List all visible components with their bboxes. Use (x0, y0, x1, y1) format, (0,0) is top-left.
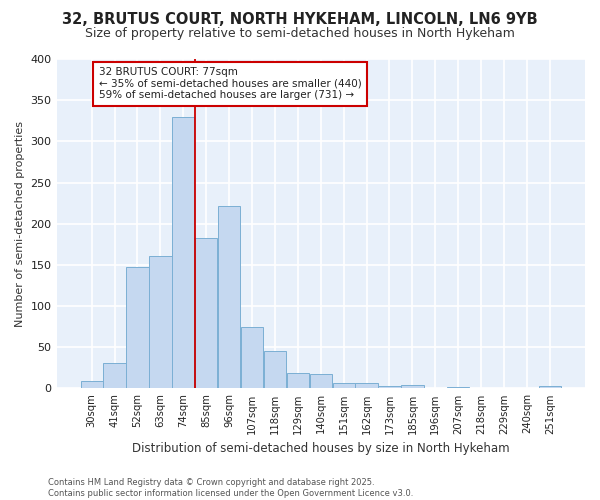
X-axis label: Distribution of semi-detached houses by size in North Hykeham: Distribution of semi-detached houses by … (132, 442, 509, 455)
Text: Contains HM Land Registry data © Crown copyright and database right 2025.
Contai: Contains HM Land Registry data © Crown c… (48, 478, 413, 498)
Bar (447, 387, 469, 388)
Y-axis label: Number of semi-detached properties: Number of semi-detached properties (15, 120, 25, 326)
Text: Size of property relative to semi-detached houses in North Hykeham: Size of property relative to semi-detach… (85, 28, 515, 40)
Text: 32, BRUTUS COURT, NORTH HYKEHAM, LINCOLN, LN6 9YB: 32, BRUTUS COURT, NORTH HYKEHAM, LINCOLN… (62, 12, 538, 28)
Text: 32 BRUTUS COURT: 77sqm
← 35% of semi-detached houses are smaller (440)
59% of se: 32 BRUTUS COURT: 77sqm ← 35% of semi-det… (98, 67, 361, 100)
Bar (218, 206, 240, 388)
Bar (241, 328, 263, 388)
Bar (172, 116, 194, 388)
Bar (401, 385, 424, 388)
Bar (80, 381, 103, 388)
Bar (103, 363, 125, 388)
Bar (379, 386, 401, 388)
Bar (149, 256, 172, 388)
Bar (127, 266, 149, 388)
Bar (264, 352, 286, 389)
Bar (355, 382, 378, 388)
Bar (287, 373, 309, 388)
Bar (195, 238, 217, 388)
Bar (310, 374, 332, 388)
Bar (332, 384, 355, 388)
Bar (539, 386, 561, 388)
